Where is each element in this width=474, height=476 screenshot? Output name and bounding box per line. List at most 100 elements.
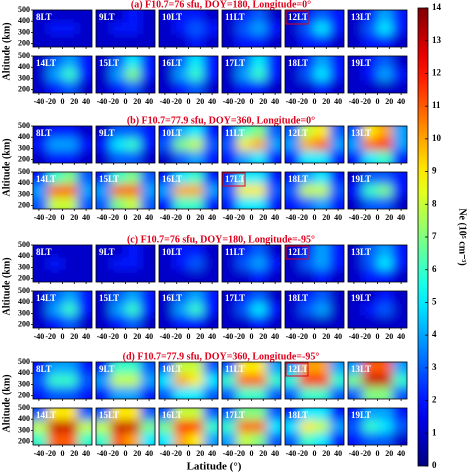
heat-cell <box>236 257 252 271</box>
x-tick-label: 40 <box>82 332 90 341</box>
heat-cell <box>96 408 112 421</box>
heat-cell <box>77 315 92 328</box>
heat-cell <box>77 432 92 445</box>
heat-cell <box>140 291 155 304</box>
heat-cell <box>159 196 175 209</box>
heat-cell <box>392 374 407 388</box>
heat-cell <box>392 408 407 421</box>
heat-cell <box>62 56 78 69</box>
heat-cell <box>222 126 238 139</box>
x-tick-label: 40 <box>271 449 279 458</box>
heat-cell <box>173 269 189 282</box>
heat-field <box>222 56 281 93</box>
heat-cell <box>299 315 315 328</box>
heat-cell <box>377 245 393 258</box>
panel-label: 17LT <box>225 58 245 68</box>
highlight-box <box>285 245 309 260</box>
heat-cell <box>362 34 378 47</box>
heat-cell <box>329 315 344 328</box>
heat-cell <box>203 138 218 152</box>
x-tick-label: 40 <box>271 97 279 106</box>
heat-cell <box>222 291 238 304</box>
heat-cell <box>392 303 407 317</box>
heat-cell <box>251 408 267 421</box>
x-tick-label: 20 <box>133 213 141 222</box>
heat-cell <box>96 150 112 163</box>
heat-field <box>159 408 218 445</box>
heat-cell <box>110 374 126 388</box>
heat-field <box>348 56 407 93</box>
panel-label: 15LT <box>99 58 119 68</box>
heat-cell <box>251 432 267 445</box>
heat-cell <box>236 196 252 209</box>
panel-label: 15LT <box>99 174 119 184</box>
x-tick-label: -40 <box>160 97 171 106</box>
colorbar-tick-label: 10 <box>432 133 442 143</box>
heat-cell <box>62 315 78 328</box>
heat-cell <box>236 432 252 445</box>
heat-cell <box>203 184 218 198</box>
heat-cell <box>377 138 393 152</box>
heat-cell <box>392 126 407 139</box>
heat-cell <box>47 269 63 282</box>
x-tick-label: 0 <box>187 332 191 341</box>
heat-cell <box>314 303 330 317</box>
heat-field <box>348 10 407 47</box>
heat-field <box>96 172 155 209</box>
heat-cell <box>110 257 126 271</box>
heat-cell <box>47 196 63 209</box>
heat-cell <box>173 10 189 23</box>
x-tick-label: 20 <box>322 213 330 222</box>
heat-cell <box>299 245 315 258</box>
heat-cell <box>329 10 344 23</box>
heat-cell <box>362 420 378 434</box>
heat-cell <box>173 374 189 388</box>
panel <box>348 172 407 209</box>
heat-cell <box>329 138 344 152</box>
heat-cell <box>251 150 267 163</box>
x-tick-label: 0 <box>124 97 128 106</box>
x-tick-label: -20 <box>297 97 308 106</box>
panel-label: 11LT <box>225 12 245 22</box>
panel <box>285 56 344 93</box>
heat-cell <box>188 374 204 388</box>
panel-label: 9LT <box>99 12 115 22</box>
heat-cell <box>299 374 315 388</box>
heat-field <box>159 126 218 163</box>
y-tick-label: 500 <box>18 357 30 366</box>
x-tick-label: -40 <box>349 97 360 106</box>
y-axis-label: Altitude (km) <box>1 138 12 196</box>
x-tick-label: 20 <box>196 97 204 106</box>
heat-cell <box>96 315 112 328</box>
heat-cell <box>285 184 301 198</box>
x-tick-label: 20 <box>385 97 393 106</box>
heat-cell <box>236 420 252 434</box>
heat-field <box>222 408 281 445</box>
panel-label: 18LT <box>288 174 308 184</box>
x-tick-label: -20 <box>360 213 371 222</box>
x-tick-label: 40 <box>397 332 405 341</box>
heat-field <box>222 10 281 47</box>
heat-cell <box>188 386 204 399</box>
heat-cell <box>203 10 218 23</box>
heat-cell <box>33 291 49 304</box>
x-tick-label: -40 <box>160 332 171 341</box>
heat-cell <box>203 386 218 399</box>
heat-cell <box>77 184 92 198</box>
heat-cell <box>125 138 141 152</box>
heat-cell <box>299 291 315 304</box>
heat-cell <box>203 303 218 317</box>
heat-cell <box>140 374 155 388</box>
heat-cell <box>125 257 141 271</box>
x-tick-label: -40 <box>34 213 45 222</box>
heat-cell <box>329 386 344 399</box>
heat-cell <box>314 68 330 82</box>
heat-cell <box>77 374 92 388</box>
heat-cell <box>329 432 344 445</box>
heat-cell <box>33 386 49 399</box>
x-tick-label: 20 <box>385 213 393 222</box>
heat-cell <box>266 68 281 82</box>
heat-cell <box>329 126 344 139</box>
heat-cell <box>392 245 407 258</box>
